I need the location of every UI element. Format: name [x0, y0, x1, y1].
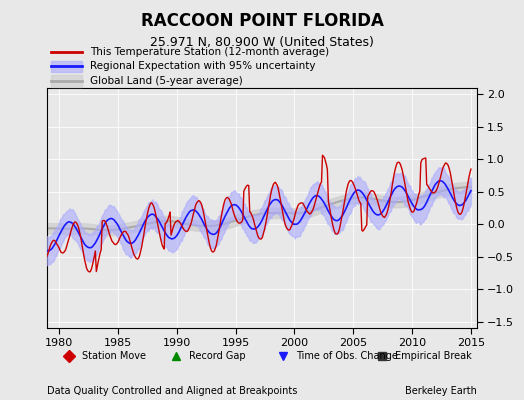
Text: Record Gap: Record Gap: [189, 351, 246, 361]
Text: 25.971 N, 80.900 W (United States): 25.971 N, 80.900 W (United States): [150, 36, 374, 49]
Text: Station Move: Station Move: [82, 351, 146, 361]
Text: This Temperature Station (12-month average): This Temperature Station (12-month avera…: [90, 47, 329, 57]
Text: RACCOON POINT FLORIDA: RACCOON POINT FLORIDA: [140, 12, 384, 30]
Text: Regional Expectation with 95% uncertainty: Regional Expectation with 95% uncertaint…: [90, 61, 315, 71]
Text: Data Quality Controlled and Aligned at Breakpoints: Data Quality Controlled and Aligned at B…: [47, 386, 298, 396]
Text: Time of Obs. Change: Time of Obs. Change: [297, 351, 398, 361]
Text: Global Land (5-year average): Global Land (5-year average): [90, 76, 243, 86]
Text: Berkeley Earth: Berkeley Earth: [405, 386, 477, 396]
Text: Empirical Break: Empirical Break: [395, 351, 472, 361]
